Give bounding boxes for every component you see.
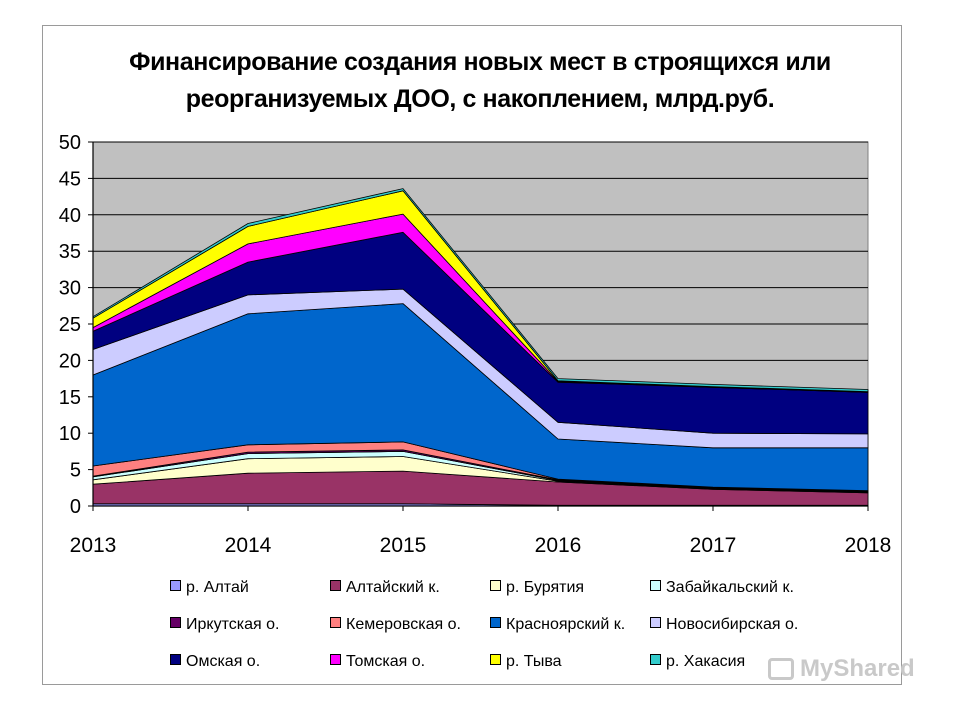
area-series-11 <box>92 188 869 393</box>
x-tick-label: 2018 <box>845 534 892 557</box>
legend-label: р. Тыва <box>506 653 562 670</box>
legend-label: Новосибирская о. <box>666 616 799 633</box>
legend-item: р. Хакасия <box>650 652 745 672</box>
legend-label: Томская о. <box>346 653 426 670</box>
y-tick-label: 5 <box>70 460 81 482</box>
x-tick-label: 2013 <box>70 534 117 557</box>
chart-title-line-1: Финансирование создания новых мест в стр… <box>129 48 831 76</box>
legend-item: р. Тыва <box>490 652 562 672</box>
legend-swatch <box>170 617 181 628</box>
legend-label: Иркутская о. <box>186 616 280 633</box>
y-tick-label: 0 <box>70 496 81 518</box>
legend-label: р. Бурятия <box>506 579 585 596</box>
legend-swatch <box>650 654 661 665</box>
legend-swatch <box>330 654 341 665</box>
legend-swatch <box>170 580 181 591</box>
y-tick-label: 15 <box>59 387 81 409</box>
y-tick-label: 35 <box>59 241 81 263</box>
x-tick-label: 2014 <box>225 534 272 557</box>
legend-item: Забайкальский к. <box>650 578 794 598</box>
y-tick-label: 45 <box>59 168 81 190</box>
legend-swatch <box>490 580 501 591</box>
y-tick-label: 25 <box>59 314 81 336</box>
legend-item: Томская о. <box>330 652 425 672</box>
legend-item: Алтайский к. <box>330 578 440 598</box>
legend-label: Кемеровская о. <box>346 616 461 633</box>
myshared-logo-icon <box>768 658 794 680</box>
y-tick-label: 20 <box>59 350 81 372</box>
legend-swatch <box>490 654 501 665</box>
legend-swatch <box>330 580 341 591</box>
y-tick-label: 40 <box>59 205 81 227</box>
legend-item: р. Алтай <box>170 578 249 598</box>
x-tick-label: 2016 <box>535 534 582 557</box>
y-tick-label: 30 <box>59 278 81 300</box>
legend-item: Иркутская о. <box>170 615 279 635</box>
watermark-text: MyShared <box>800 655 915 682</box>
chart-title-line-2: реорганизуемых ДОО, с накоплением, млрд.… <box>185 85 775 113</box>
legend-label: Омская о. <box>186 653 261 670</box>
legend-item: р. Бурятия <box>490 578 584 598</box>
y-tick-label: 50 <box>59 132 81 154</box>
legend-swatch <box>170 654 181 665</box>
legend-swatch <box>330 617 341 628</box>
legend-label: р. Хакасия <box>666 653 746 670</box>
y-tick-label: 10 <box>59 423 81 445</box>
legend-swatch <box>650 580 661 591</box>
legend-swatch <box>490 617 501 628</box>
legend-label: р. Алтай <box>186 579 249 596</box>
legend-label: Алтайский к. <box>346 579 440 596</box>
legend-label: Забайкальский к. <box>666 579 794 596</box>
chart-title: Финансирование создания новых мест в стр… <box>0 44 960 118</box>
legend-label: Красноярский к. <box>506 616 626 633</box>
legend-item: Омская о. <box>170 652 260 672</box>
legend-item: Красноярский к. <box>490 615 625 635</box>
legend-swatch <box>650 617 661 628</box>
legend-item: Кемеровская о. <box>330 615 461 635</box>
x-tick-label: 2015 <box>380 534 427 557</box>
x-tick-label: 2017 <box>690 534 737 557</box>
watermark-logo: MyShared <box>768 655 915 683</box>
legend-item: Новосибирская о. <box>650 615 798 635</box>
